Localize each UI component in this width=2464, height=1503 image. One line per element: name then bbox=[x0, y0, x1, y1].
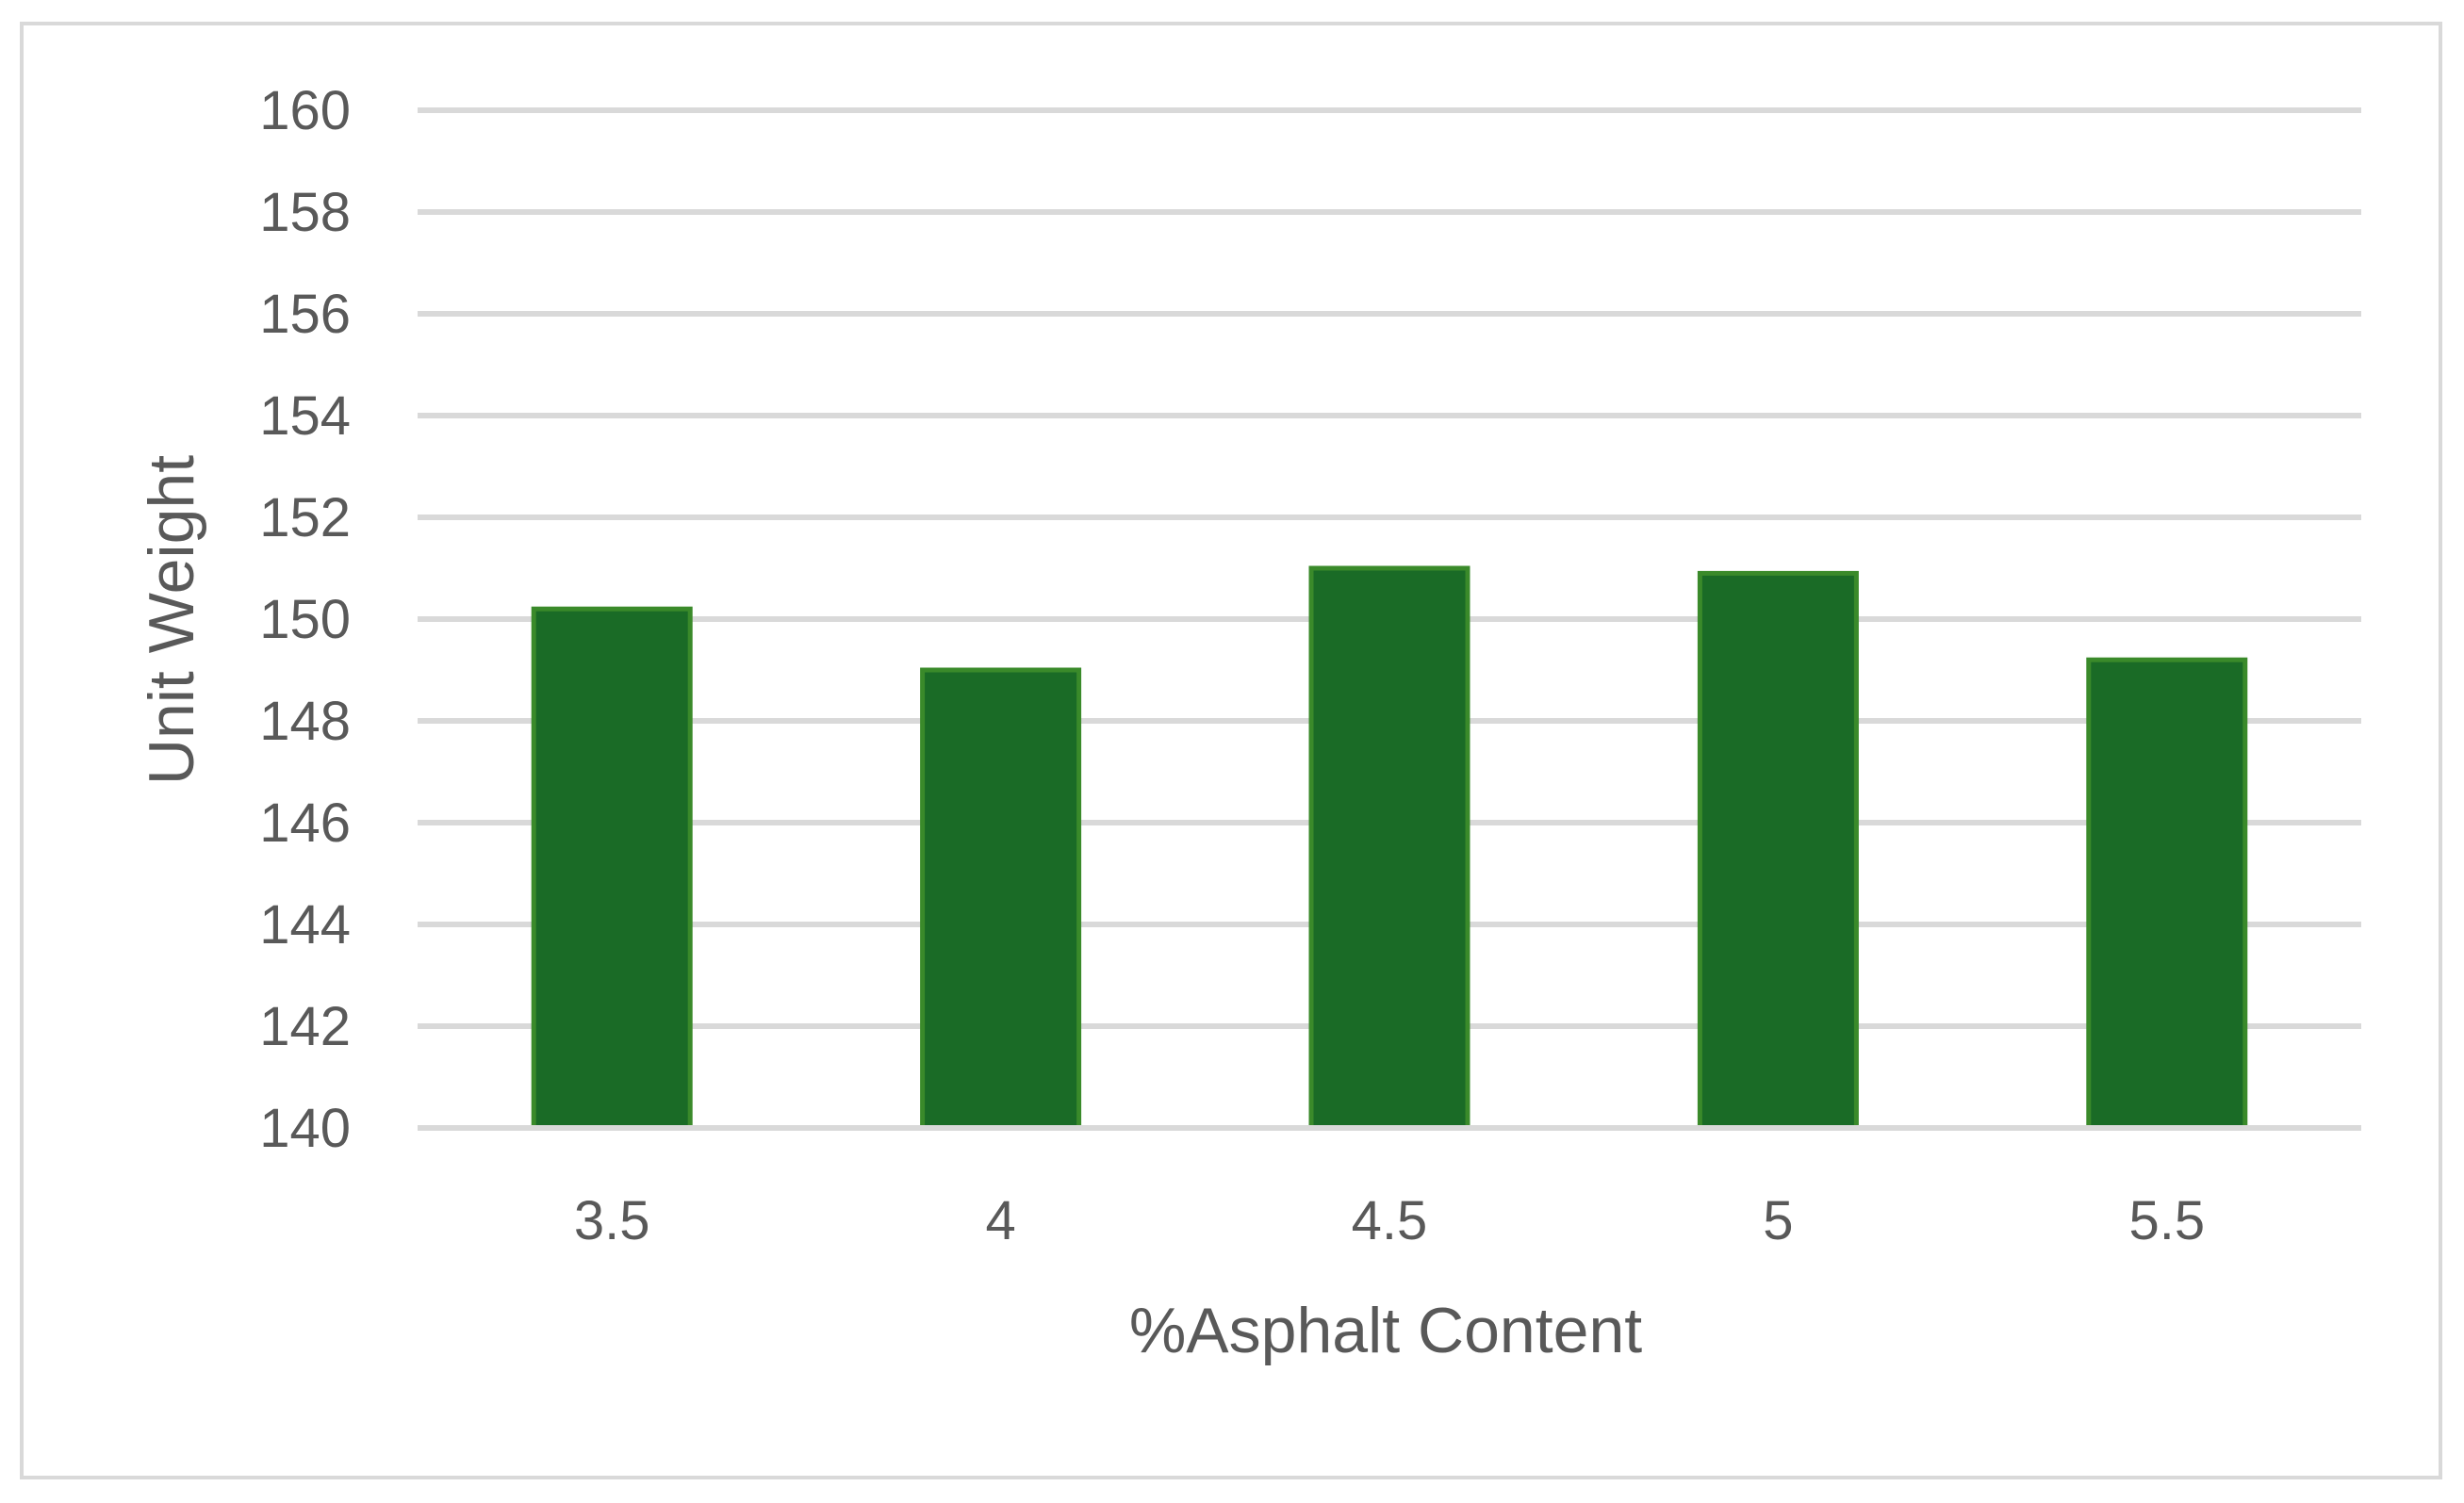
bar-4-5 bbox=[1308, 565, 1470, 1131]
x-tick-label: 5.5 bbox=[2128, 1190, 2205, 1251]
y-tick-label: 142 bbox=[259, 996, 351, 1057]
y-tick-label: 156 bbox=[259, 284, 351, 345]
y-tick-label: 154 bbox=[259, 385, 351, 447]
y-tick-label: 148 bbox=[259, 691, 351, 752]
chart-frame bbox=[20, 22, 2442, 1479]
x-tick-label: 5 bbox=[1763, 1190, 1793, 1251]
y-tick-label: 144 bbox=[259, 894, 351, 956]
y-axis-title: Unit Weight bbox=[136, 455, 207, 785]
bar-3-5 bbox=[531, 606, 693, 1131]
y-tick-label: 160 bbox=[259, 80, 351, 141]
x-tick-label: 4.5 bbox=[1352, 1190, 1428, 1251]
y-tick-labels: 140 142 144 146 148 150 152 154 156 158 160 bbox=[259, 80, 351, 1159]
y-tick-label: 158 bbox=[259, 182, 351, 243]
bar-5-5 bbox=[2086, 657, 2248, 1131]
x-tick-labels: 3.5 4 4.5 5 5.5 bbox=[574, 1190, 2205, 1251]
bar-5 bbox=[1697, 570, 1859, 1131]
x-tick-label: 4 bbox=[985, 1190, 1015, 1251]
x-tick-label: 3.5 bbox=[574, 1190, 650, 1251]
x-axis-title: %Asphalt Content bbox=[1129, 1295, 1642, 1366]
y-tick-label: 140 bbox=[259, 1098, 351, 1159]
bars bbox=[418, 565, 2361, 1131]
bar-4 bbox=[920, 667, 1082, 1131]
y-tick-label: 152 bbox=[259, 487, 351, 548]
y-tick-label: 150 bbox=[259, 589, 351, 650]
y-tick-label: 146 bbox=[259, 792, 351, 854]
